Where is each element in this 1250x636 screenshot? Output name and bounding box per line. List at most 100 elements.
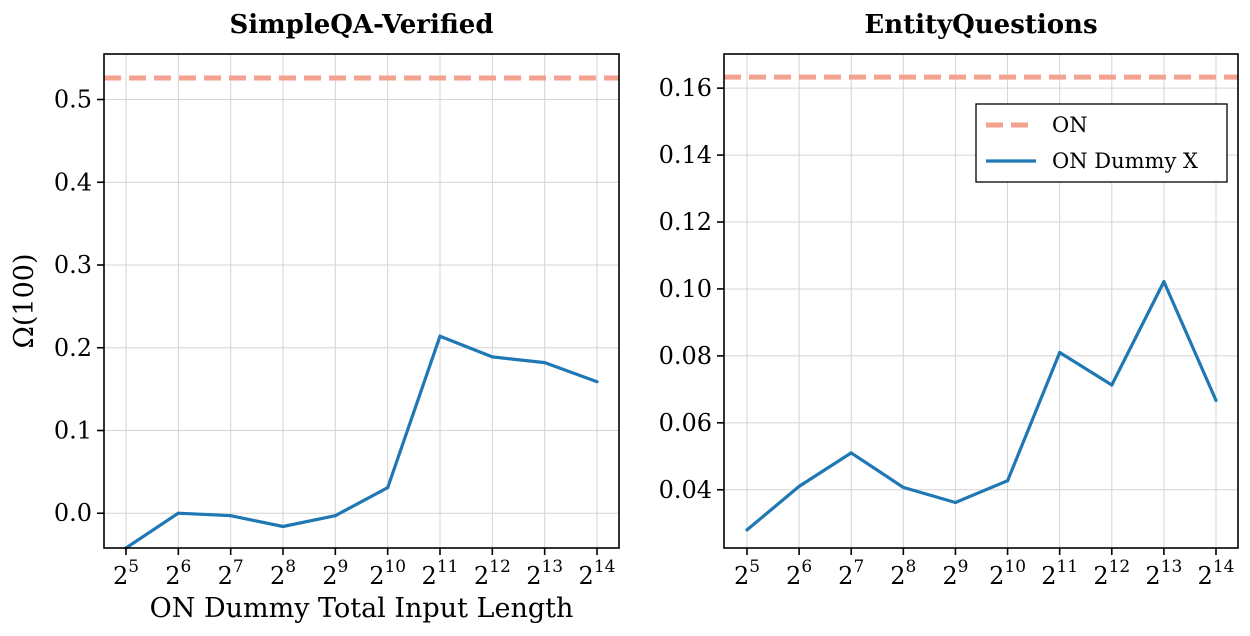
x-tick-base: 2: [942, 562, 957, 590]
x-tick-exponent: 7: [233, 557, 244, 577]
x-tick-exponent: 7: [853, 557, 864, 577]
y-tick-label: 0.10: [659, 275, 712, 303]
x-tick-label: 213: [1145, 557, 1182, 590]
x-tick-label: 213: [526, 557, 563, 590]
x-tick-base: 2: [165, 562, 180, 590]
data-point: [1110, 383, 1114, 387]
data-point: [953, 500, 958, 505]
data-point: [1058, 350, 1062, 355]
y-tick-label: 0.1: [54, 416, 92, 444]
x-tick-exponent: 13: [1161, 557, 1183, 577]
x-tick-label: 210: [989, 557, 1026, 590]
data-point: [1214, 398, 1218, 403]
x-tick-exponent: 10: [384, 557, 406, 577]
x-tick-base: 2: [1198, 562, 1213, 590]
y-tick-label: 0.0: [54, 499, 92, 527]
x-tick-label: 212: [1093, 557, 1130, 590]
x-tick-exponent: 8: [906, 557, 917, 577]
series-line-on-dummy-x: [125, 334, 598, 550]
legend-label: ON Dummy X: [1052, 149, 1198, 173]
panel-simpleqa-verified: 0.00.10.20.30.40.525 26 27 28 29 210 211 212 213…: [9, 10, 620, 624]
x-tick-base: 2: [113, 562, 128, 590]
x-tick-label: 25: [734, 557, 760, 590]
x-tick-exponent: 11: [437, 557, 459, 577]
x-tick-exponent: 9: [958, 557, 969, 577]
data-point: [1005, 479, 1010, 483]
x-tick-exponent: 12: [1109, 557, 1131, 577]
data-point: [797, 484, 801, 489]
data-point: [901, 485, 905, 490]
legend-box: [975, 103, 1228, 183]
x-tick-label: 212: [474, 557, 511, 590]
y-tick-label: 0.04: [659, 476, 712, 504]
x-tick-exponent: 10: [1004, 557, 1026, 577]
x-tick-base: 2: [526, 562, 541, 590]
plot-frame: [103, 53, 620, 549]
x-tick-base: 2: [579, 562, 594, 590]
x-tick-label: 211: [422, 557, 459, 590]
data-point: [386, 485, 390, 490]
x-tick-label: 210: [369, 557, 406, 590]
data-point: [333, 514, 337, 518]
x-tick-base: 2: [734, 562, 749, 590]
x-tick-base: 2: [369, 562, 384, 590]
x-tick-label: 214: [579, 557, 616, 590]
y-tick-label: 0.4: [54, 168, 92, 196]
panel-title: EntityQuestions: [864, 10, 1097, 40]
x-tick-base: 2: [786, 562, 801, 590]
x-tick-exponent: 13: [541, 557, 563, 577]
y-axis-label: Ω(100): [9, 254, 40, 349]
x-tick-base: 2: [270, 562, 285, 590]
x-tick-label: 28: [890, 557, 916, 590]
x-axis-label: ON Dummy Total Input Length: [150, 593, 574, 624]
plot-frame: [723, 53, 1239, 549]
legend: ON ON Dummy X: [975, 103, 1228, 183]
x-tick-label: 27: [218, 557, 244, 590]
x-tick-base: 2: [1093, 562, 1108, 590]
x-tick-base: 2: [989, 562, 1004, 590]
x-tick-base: 2: [1041, 562, 1056, 590]
x-tick-exponent: 6: [181, 557, 192, 577]
y-tick-label: 0.06: [659, 409, 712, 437]
data-point: [543, 361, 547, 365]
x-tick-exponent: 14: [1213, 557, 1235, 577]
y-tick-label: 0.14: [659, 141, 712, 169]
data-point: [745, 528, 749, 532]
x-tick-base: 2: [422, 562, 437, 590]
x-tick-label: 26: [786, 557, 812, 590]
y-tick-label: 0.08: [659, 342, 712, 370]
y-tick-label: 0.12: [659, 208, 712, 236]
x-tick-label: 214: [1198, 557, 1235, 590]
x-tick-exponent: 14: [594, 557, 616, 577]
x-tick-exponent: 9: [338, 557, 349, 577]
x-tick-exponent: 8: [285, 557, 296, 577]
series-line-on-dummy-x: [745, 280, 1218, 532]
data-point: [229, 514, 233, 518]
x-tick-label: 29: [322, 557, 348, 590]
x-tick-exponent: 5: [749, 557, 760, 577]
y-tick-label: 0.3: [54, 251, 92, 279]
data-point: [1162, 279, 1166, 284]
x-tick-label: 27: [838, 557, 864, 590]
x-tick-base: 2: [322, 562, 337, 590]
x-tick-label: 211: [1041, 557, 1078, 590]
x-tick-exponent: 12: [489, 557, 511, 577]
data-point: [490, 355, 494, 359]
x-tick-base: 2: [218, 562, 233, 590]
y-tick-label: 0.2: [54, 334, 92, 362]
data-point: [595, 380, 599, 384]
x-tick-label: 25: [113, 557, 139, 590]
x-tick-base: 2: [890, 562, 905, 590]
x-tick-label: 26: [165, 557, 191, 590]
x-tick-exponent: 5: [128, 557, 139, 577]
data-point: [176, 511, 180, 515]
data-point: [438, 334, 442, 338]
x-tick-base: 2: [838, 562, 853, 590]
legend-label: ON: [1052, 113, 1088, 137]
x-tick-exponent: 11: [1056, 557, 1078, 577]
data-point: [281, 524, 285, 529]
y-tick-label: 0.16: [659, 74, 712, 102]
data-point: [849, 451, 853, 455]
